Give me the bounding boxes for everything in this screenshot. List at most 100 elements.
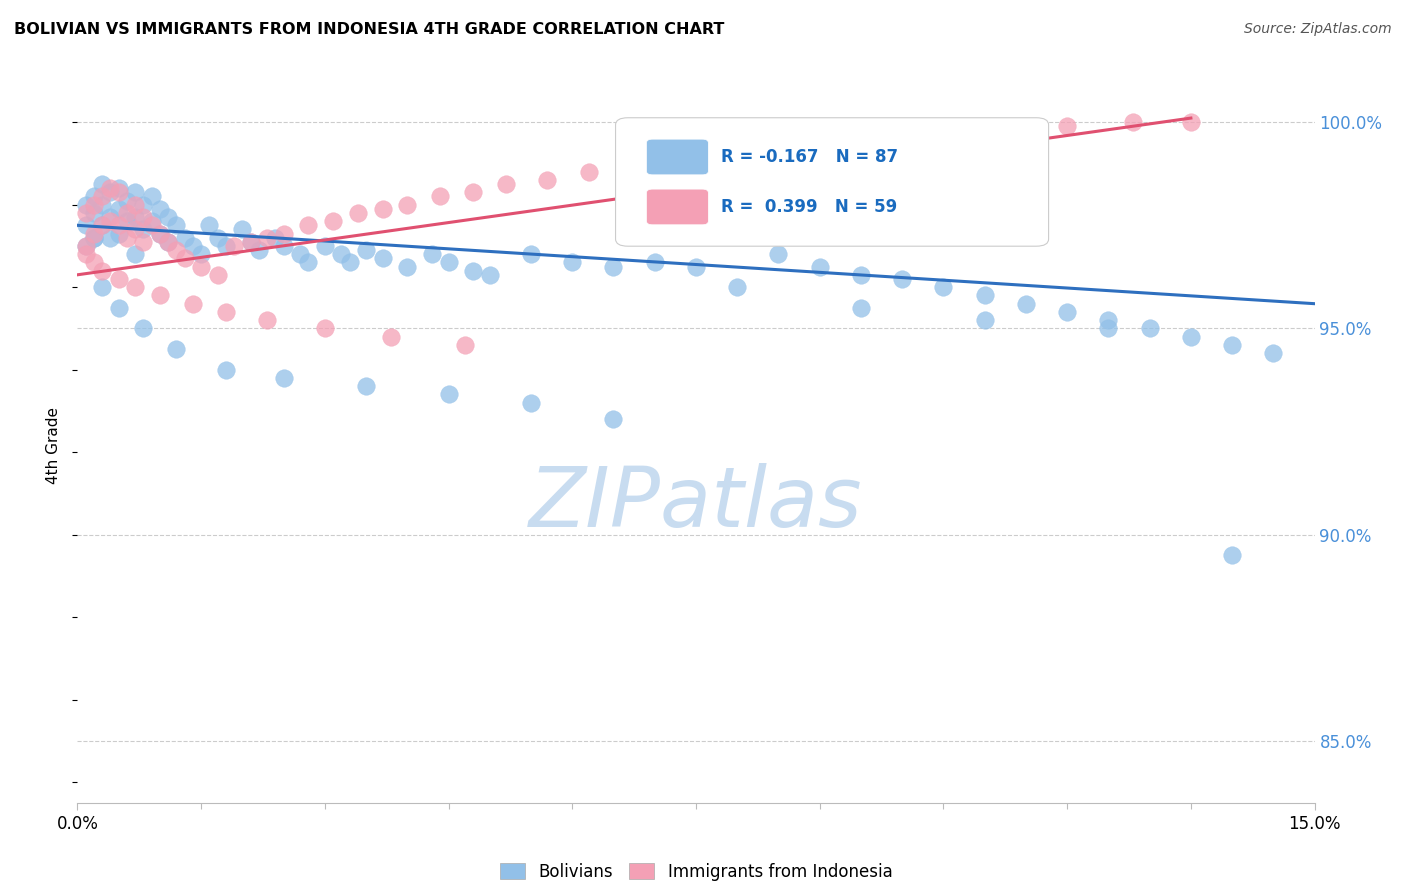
Point [891, 272, 914, 286]
Point [91, 189, 114, 203]
Point [396, 197, 419, 211]
Point [273, 371, 295, 385]
Point [83, 230, 105, 244]
Point [165, 219, 187, 233]
Point [98, 230, 121, 244]
Text: ZIPatlas: ZIPatlas [529, 463, 863, 543]
Point [157, 235, 180, 249]
Point [247, 243, 270, 257]
Point [124, 186, 146, 200]
Point [256, 230, 278, 244]
Point [157, 210, 180, 224]
Point [165, 342, 187, 356]
Point [561, 255, 583, 269]
Point [288, 247, 311, 261]
Point [91, 197, 114, 211]
Point [132, 210, 155, 224]
Point [207, 230, 229, 244]
Point [768, 247, 790, 261]
Point [115, 194, 138, 208]
Point [339, 255, 361, 269]
Point [644, 255, 666, 269]
Point [83, 255, 105, 269]
Point [157, 235, 180, 249]
Y-axis label: 4th Grade: 4th Grade [46, 408, 62, 484]
Point [83, 227, 105, 241]
Point [190, 260, 212, 274]
Point [520, 247, 543, 261]
Point [173, 230, 195, 244]
Point [322, 214, 344, 228]
Point [808, 260, 831, 274]
Point [124, 247, 146, 261]
FancyBboxPatch shape [647, 139, 709, 175]
Point [124, 210, 146, 224]
Point [536, 173, 558, 187]
FancyBboxPatch shape [647, 189, 709, 225]
Point [75, 219, 97, 233]
Point [520, 395, 543, 409]
Point [1097, 313, 1119, 327]
Point [1139, 321, 1161, 335]
Point [1180, 115, 1202, 129]
Point [725, 148, 748, 162]
Point [1220, 549, 1243, 563]
Point [83, 230, 105, 244]
Point [141, 219, 163, 233]
Point [98, 214, 121, 228]
Point [330, 247, 353, 261]
Point [91, 219, 114, 233]
Point [1180, 329, 1202, 343]
Point [273, 227, 295, 241]
Point [115, 214, 138, 228]
Point [215, 362, 238, 376]
Point [149, 227, 172, 241]
Point [932, 280, 955, 294]
Point [371, 252, 394, 266]
Text: R =  0.399   N = 59: R = 0.399 N = 59 [721, 198, 897, 216]
Point [98, 181, 121, 195]
Point [124, 222, 146, 236]
Point [107, 272, 129, 286]
Point [792, 140, 814, 154]
Point [264, 230, 287, 244]
Point [627, 161, 650, 175]
Point [75, 247, 97, 261]
Point [463, 186, 485, 200]
Point [239, 235, 262, 249]
Point [91, 177, 114, 191]
Point [107, 219, 129, 233]
Point [685, 260, 707, 274]
Point [463, 263, 485, 277]
Point [1220, 338, 1243, 352]
Text: BOLIVIAN VS IMMIGRANTS FROM INDONESIA 4TH GRADE CORRELATION CHART: BOLIVIAN VS IMMIGRANTS FROM INDONESIA 4T… [14, 22, 724, 37]
Point [297, 255, 319, 269]
Point [75, 197, 97, 211]
Point [346, 206, 368, 220]
FancyBboxPatch shape [616, 118, 1049, 246]
Point [1015, 296, 1038, 310]
Point [98, 210, 121, 224]
Point [132, 197, 155, 211]
Text: Source: ZipAtlas.com: Source: ZipAtlas.com [1244, 22, 1392, 37]
Point [231, 222, 253, 236]
Point [75, 206, 97, 220]
Point [849, 301, 872, 315]
Point [676, 153, 699, 167]
Point [849, 268, 872, 282]
Point [314, 239, 336, 253]
Point [107, 202, 129, 216]
Point [115, 230, 138, 244]
Point [149, 227, 172, 241]
Point [1122, 115, 1144, 129]
Point [124, 280, 146, 294]
Point [173, 252, 195, 266]
Point [273, 239, 295, 253]
Point [91, 263, 114, 277]
Point [256, 313, 278, 327]
Point [725, 280, 748, 294]
Point [915, 128, 938, 142]
Point [207, 268, 229, 282]
Point [198, 219, 221, 233]
Point [354, 379, 377, 393]
